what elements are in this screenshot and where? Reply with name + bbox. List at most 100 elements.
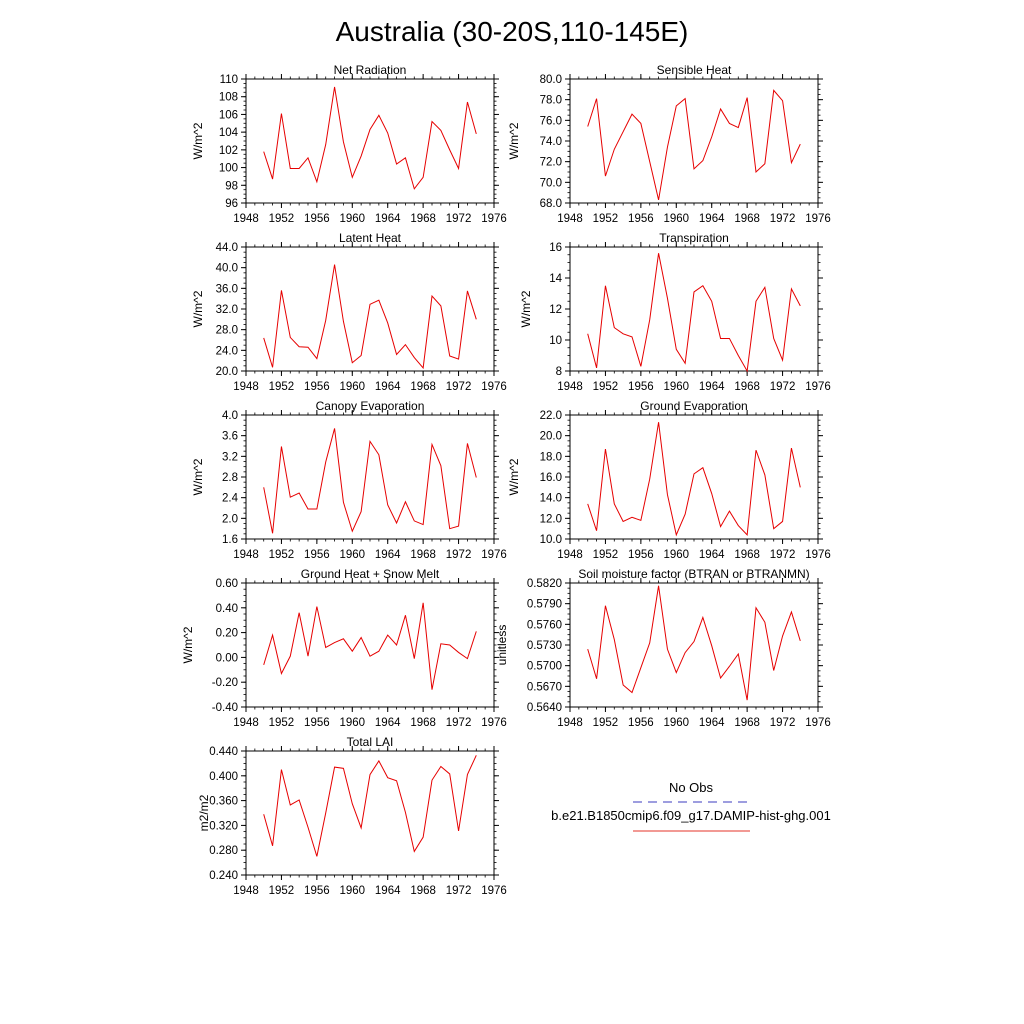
y-tick-label: 0.60 (216, 578, 238, 590)
x-tick-label: 1952 (269, 885, 295, 897)
panel-title: Ground Evaporation (640, 399, 747, 413)
x-tick-label: 1972 (446, 549, 472, 561)
y-tick-label: 0.440 (209, 746, 238, 758)
x-tick-label: 1948 (233, 381, 259, 393)
y-tick-label: -0.20 (212, 677, 238, 689)
panel-title: Canopy Evaporation (316, 399, 425, 413)
y-tick-label: 0.5640 (527, 702, 562, 714)
plot-frame (245, 414, 495, 540)
x-tick-label: 1976 (481, 549, 507, 561)
x-tick-label: 1976 (481, 885, 507, 897)
x-tick-label: 1968 (410, 381, 436, 393)
x-tick-label: 1976 (481, 381, 507, 393)
x-tick-label: 1964 (375, 213, 401, 225)
x-tick-label: 1968 (410, 549, 436, 561)
y-tick-label: 10.0 (540, 534, 562, 546)
series-line (587, 89, 801, 201)
x-tick-label: 1956 (304, 717, 330, 729)
y-tick-label: 0.5670 (527, 681, 562, 693)
y-tick-label: 1.6 (222, 534, 238, 546)
y-axis-label: W/m^2 (191, 122, 205, 159)
chart-panel-2: Sensible Heat 1948 1952 1956 1960 1964 1968 197… (507, 63, 831, 225)
panel-title: Sensible Heat (657, 63, 732, 77)
y-tick-label: 78.0 (540, 95, 562, 107)
plot-frame (245, 750, 495, 876)
x-tick-label: 1952 (269, 717, 295, 729)
y-tick-label: 3.6 (222, 431, 238, 443)
x-tick-label: 1972 (770, 381, 796, 393)
y-tick-label: 12 (549, 304, 562, 316)
y-tick-label: 0.320 (209, 820, 238, 832)
plot-frame (569, 582, 819, 708)
y-tick-label: 96 (225, 198, 238, 210)
x-tick-label: 1968 (734, 213, 760, 225)
y-tick-label: 22.0 (540, 410, 562, 422)
x-tick-label: 1952 (269, 213, 295, 225)
x-tick-label: 1964 (375, 381, 401, 393)
y-tick-label: 16.0 (540, 472, 562, 484)
panel-title: Net Radiation (334, 63, 407, 77)
y-tick-label: 3.2 (222, 451, 238, 463)
y-tick-label: 20.0 (216, 366, 238, 378)
chart-panel-8: Soil moisture factor (BTRAN or BTRANMN) 1… (495, 567, 831, 729)
x-tick-label: 1968 (734, 381, 760, 393)
plot-frame (569, 78, 819, 204)
x-tick-label: 1960 (339, 885, 365, 897)
y-tick-label: 70.0 (540, 177, 562, 189)
y-axis-label: m2/m2 (197, 794, 211, 831)
y-tick-label: 14 (549, 273, 562, 285)
x-tick-label: 1956 (304, 885, 330, 897)
y-tick-label: 14.0 (540, 493, 562, 505)
x-tick-label: 1948 (233, 549, 259, 561)
x-tick-label: 1968 (734, 549, 760, 561)
panel-title: Soil moisture factor (BTRAN or BTRANMN) (578, 567, 809, 581)
x-tick-label: 1948 (557, 549, 583, 561)
x-tick-label: 1964 (699, 213, 725, 225)
chart-panel-6: Ground Evaporation 1948 1952 1956 1960 1964 19… (507, 399, 831, 561)
x-tick-label: 1956 (628, 213, 654, 225)
y-tick-label: 102 (219, 145, 238, 157)
x-tick-label: 1968 (734, 717, 760, 729)
y-tick-label: 0.360 (209, 796, 238, 808)
x-tick-label: 1948 (557, 381, 583, 393)
y-tick-label: 40.0 (216, 263, 238, 275)
panel-title: Ground Heat + Snow Melt (301, 567, 440, 581)
x-tick-label: 1976 (805, 381, 831, 393)
x-tick-label: 1972 (770, 213, 796, 225)
y-tick-label: 0.40 (216, 603, 238, 615)
x-tick-label: 1976 (481, 213, 507, 225)
y-tick-label: 74.0 (540, 136, 562, 148)
y-tick-label: 72.0 (540, 157, 562, 169)
y-axis-label: W/m^2 (519, 290, 533, 327)
x-tick-label: 1968 (410, 213, 436, 225)
plot-frame (245, 78, 495, 204)
chart-panel-7: Ground Heat + Snow Melt 1948 1952 1956 1960 1… (181, 567, 507, 729)
panel-title: Total LAI (347, 735, 394, 749)
x-tick-label: 1952 (593, 717, 619, 729)
x-tick-label: 1952 (593, 549, 619, 561)
y-axis-label: W/m^2 (507, 122, 521, 159)
y-tick-label: 28.0 (216, 325, 238, 337)
y-tick-label: 2.8 (222, 472, 238, 484)
y-tick-label: 108 (219, 92, 238, 104)
x-tick-label: 1960 (663, 381, 689, 393)
x-tick-label: 1952 (593, 381, 619, 393)
figure-title: Australia (30-20S,110-145E) (336, 16, 689, 47)
series-line (587, 585, 801, 701)
x-tick-label: 1964 (375, 885, 401, 897)
x-tick-label: 1956 (304, 381, 330, 393)
x-tick-label: 1972 (770, 549, 796, 561)
x-tick-label: 1960 (339, 381, 365, 393)
y-tick-label: 20.0 (540, 431, 562, 443)
x-tick-label: 1960 (339, 213, 365, 225)
series-line (263, 755, 477, 857)
x-tick-label: 1948 (233, 213, 259, 225)
x-tick-label: 1956 (628, 717, 654, 729)
x-tick-label: 1976 (805, 549, 831, 561)
series-line (263, 602, 477, 690)
x-tick-label: 1948 (557, 213, 583, 225)
series-line (587, 253, 801, 373)
x-tick-label: 1956 (304, 549, 330, 561)
y-tick-label: 10 (549, 335, 562, 347)
